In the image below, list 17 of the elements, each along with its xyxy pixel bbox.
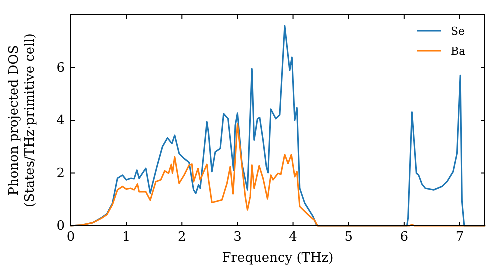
y-tick-label: 4 [56,114,65,129]
x-tick-label: 0 [66,230,76,246]
x-tick-label: 7 [456,230,464,246]
x-tick-label: 5 [344,230,353,246]
legend-label: Se [451,25,466,38]
line-series [70,123,486,227]
y-tick-label: 6 [56,60,65,76]
x-axis-title: Frequency (THz) [222,251,334,266]
y-tick-label: 2 [56,166,65,182]
x-tick-label: 3 [234,230,242,246]
legend-label: Ba [451,45,466,58]
x-tick-label: 4 [289,230,298,246]
y-axis-title: Phonon projected DOS (States/THz·primitive cell) [7,33,38,208]
x-tick-label: 2 [178,230,186,246]
y-tick-label: 0 [56,219,65,234]
x-tick-label: 6 [400,230,409,246]
x-tick-label: 1 [122,230,131,246]
